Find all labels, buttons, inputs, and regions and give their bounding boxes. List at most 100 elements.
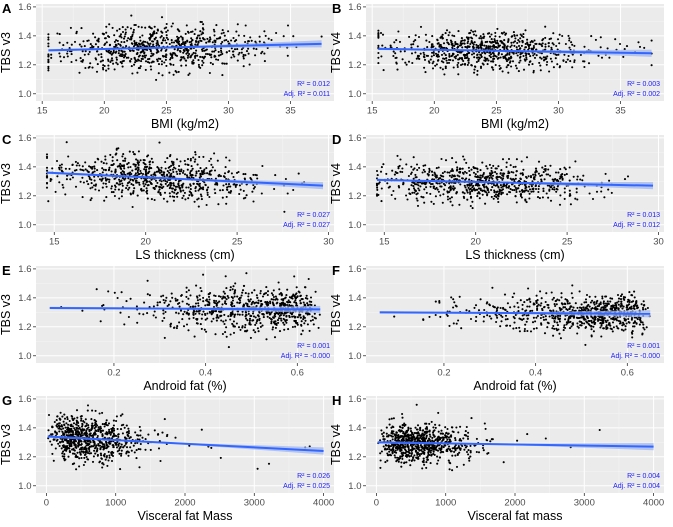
- x-axis-label: Android fat (%): [473, 379, 556, 393]
- data-point: [58, 164, 62, 167]
- data-point: [529, 43, 532, 46]
- data-point: [537, 190, 540, 194]
- data-point: [589, 301, 592, 304]
- data-point: [221, 62, 224, 65]
- data-point: [166, 180, 169, 184]
- data-point: [241, 289, 245, 292]
- data-point: [177, 184, 180, 187]
- data-point: [221, 196, 224, 199]
- data-point: [528, 298, 531, 301]
- data-point: [129, 59, 132, 62]
- data-point: [608, 322, 611, 325]
- data-point: [619, 295, 623, 298]
- data-point: [522, 36, 525, 39]
- data-point: [194, 151, 197, 154]
- data-point: [599, 321, 602, 325]
- data-point: [524, 52, 527, 55]
- data-point: [144, 56, 147, 59]
- data-point: [242, 53, 245, 56]
- data-point: [419, 25, 423, 28]
- data-point: [104, 177, 107, 180]
- data-point: [221, 52, 224, 55]
- data-point: [531, 63, 534, 66]
- data-point: [394, 52, 397, 55]
- data-point: [481, 51, 484, 55]
- data-point: [552, 32, 555, 35]
- data-point: [546, 303, 549, 306]
- data-point: [616, 293, 620, 297]
- data-point: [447, 186, 451, 189]
- data-point: [557, 180, 560, 183]
- data-point: [239, 301, 242, 304]
- data-point: [163, 171, 166, 174]
- data-point: [375, 183, 379, 187]
- x-axis-label: LS thickness (cm): [135, 248, 234, 262]
- data-point: [114, 43, 117, 46]
- data-point: [111, 164, 114, 167]
- data-point: [247, 295, 250, 298]
- data-point: [495, 320, 498, 324]
- data-point: [427, 60, 430, 63]
- data-point: [513, 317, 516, 320]
- data-point: [227, 185, 230, 188]
- data-point: [554, 304, 557, 308]
- data-point: [213, 30, 216, 33]
- data-point: [317, 326, 320, 329]
- data-point: [441, 201, 444, 204]
- data-point: [505, 161, 508, 164]
- data-point: [553, 178, 556, 181]
- data-point: [500, 41, 503, 44]
- data-point: [517, 306, 520, 309]
- data-point: [385, 172, 388, 175]
- data-point: [485, 302, 488, 305]
- data-point: [559, 194, 562, 197]
- data-point: [522, 54, 525, 58]
- data-point: [236, 301, 239, 304]
- data-point: [551, 188, 554, 191]
- data-point: [468, 174, 471, 177]
- data-point: [225, 302, 228, 305]
- data-point: [50, 56, 53, 59]
- data-point: [87, 39, 90, 42]
- data-point: [164, 39, 167, 42]
- data-point: [225, 156, 228, 159]
- data-point: [275, 31, 278, 35]
- data-point: [203, 49, 206, 52]
- data-point: [60, 169, 63, 172]
- data-point: [213, 301, 216, 304]
- data-point: [132, 28, 135, 31]
- data-point: [501, 70, 504, 73]
- data-point: [448, 174, 451, 177]
- data-point: [399, 50, 402, 53]
- data-point: [223, 172, 227, 175]
- data-point: [118, 164, 121, 167]
- data-point: [141, 54, 144, 58]
- data-point: [197, 189, 200, 192]
- data-point: [194, 185, 197, 189]
- data-point: [444, 65, 447, 68]
- data-point: [442, 175, 445, 178]
- data-point: [606, 300, 609, 303]
- data-point: [163, 336, 166, 339]
- data-point: [558, 33, 561, 36]
- data-point: [243, 326, 247, 329]
- data-point: [150, 68, 153, 71]
- data-point: [180, 58, 183, 61]
- data-point: [526, 298, 529, 302]
- data-point: [594, 318, 597, 321]
- data-point: [208, 172, 211, 175]
- data-point: [525, 186, 528, 189]
- data-point: [519, 299, 522, 302]
- data-point: [129, 192, 132, 195]
- data-point: [537, 172, 540, 175]
- r-squared-label: R² = 0.012: [297, 81, 330, 88]
- data-point: [103, 425, 106, 428]
- y-tick-label: 1.0: [18, 481, 31, 492]
- data-point: [59, 55, 62, 58]
- data-point: [519, 47, 522, 50]
- data-point: [112, 62, 115, 65]
- data-point: [105, 162, 108, 165]
- data-point: [94, 36, 97, 39]
- data-point: [520, 160, 523, 163]
- data-point: [424, 164, 427, 167]
